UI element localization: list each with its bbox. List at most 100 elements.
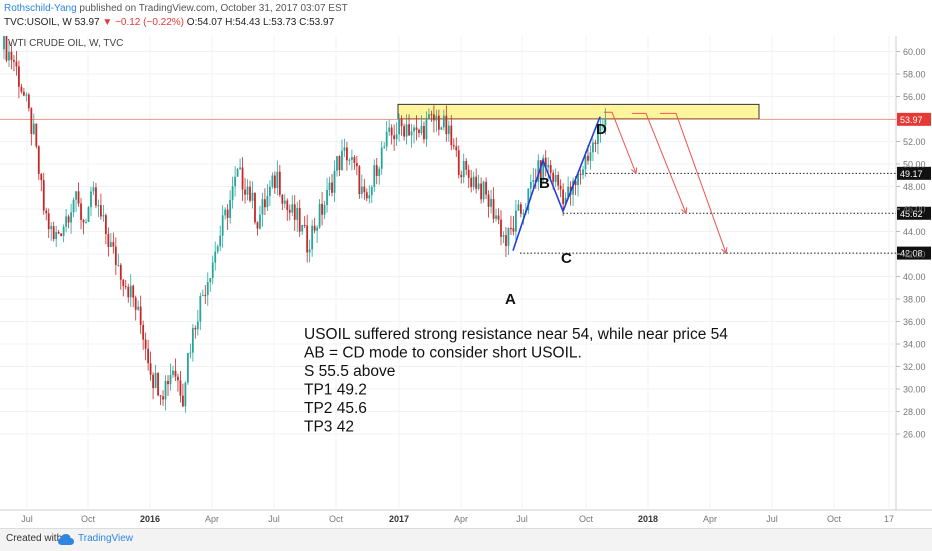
author-link[interactable]: Rothschild-Yang <box>4 3 77 14</box>
price-tick-label: 36.00 <box>903 317 926 327</box>
candle-body <box>169 374 172 385</box>
candle-body <box>500 219 502 237</box>
candle-body <box>452 145 455 147</box>
candle-body <box>341 150 343 170</box>
price-tick-label: 60.00 <box>903 47 926 57</box>
candle-body <box>465 160 468 170</box>
candle-body <box>194 327 197 330</box>
candle-body <box>288 210 291 213</box>
candle-body <box>313 225 316 231</box>
candle-body <box>601 125 604 127</box>
candle-body <box>159 395 162 397</box>
candle-body <box>447 125 450 135</box>
candle-body <box>331 182 333 193</box>
candle-body <box>363 186 366 193</box>
candle-body <box>415 127 418 130</box>
price-tick-label: 56.00 <box>903 92 926 102</box>
candle-body <box>549 165 552 173</box>
candle-body <box>445 115 448 135</box>
candle-body <box>102 215 105 217</box>
projection-arrow[interactable] <box>660 112 727 254</box>
candle-body <box>80 203 82 220</box>
target-level-badge <box>897 246 931 260</box>
candle-body <box>405 124 408 137</box>
price-axis[interactable]: 62.0060.0058.0056.0054.0052.0050.0048.00… <box>896 36 926 440</box>
candle-body <box>425 119 428 140</box>
candle-body <box>552 172 555 182</box>
candle-body <box>186 352 189 383</box>
candle-body <box>231 186 234 200</box>
candle-body <box>229 199 232 218</box>
candle-body <box>87 207 90 223</box>
candle-body <box>527 188 530 211</box>
candle-body <box>557 174 560 186</box>
candle-body <box>3 36 5 50</box>
candle-body <box>174 370 177 377</box>
candle-body <box>273 175 276 189</box>
candle-body <box>221 215 224 236</box>
point-labels: A B C D <box>505 121 607 308</box>
candle-body <box>107 234 110 247</box>
projection-arrow[interactable] <box>604 111 637 174</box>
candle-body <box>67 216 70 223</box>
candle-body <box>460 174 463 178</box>
resistance-zone[interactable] <box>397 103 760 120</box>
projection-arrows[interactable] <box>604 111 728 255</box>
candle-body <box>264 199 266 208</box>
candle-body <box>472 176 475 188</box>
candle-body <box>589 152 592 161</box>
candle-body <box>179 380 182 396</box>
candle-body <box>157 372 159 396</box>
tradingview-link[interactable]: TradingView <box>78 533 134 544</box>
price-tick-label: 30.00 <box>903 385 926 395</box>
candle-body <box>547 165 550 168</box>
candle-body <box>82 219 85 223</box>
candle-body <box>72 199 75 213</box>
candle-body <box>336 156 338 171</box>
candle-body <box>482 181 485 200</box>
projection-arrow-head <box>681 207 688 215</box>
candle-body <box>226 209 229 218</box>
candle-body <box>380 147 383 169</box>
time-tick-label: Jul <box>268 514 280 524</box>
candle-body <box>423 125 425 140</box>
candle-body <box>390 127 393 136</box>
candle-body <box>328 182 331 190</box>
symbol-text: TVC:USOIL, W <box>4 17 72 28</box>
abcd-pattern-line[interactable] <box>512 116 601 251</box>
target-levels[interactable]: 49.17 45.62 42.08 <box>520 166 931 260</box>
candle-body <box>398 118 401 135</box>
price-tick-label: 32.00 <box>903 362 926 372</box>
candle-body <box>199 296 202 322</box>
candle-body <box>256 222 259 229</box>
candle-body <box>370 186 373 196</box>
candle-body <box>291 204 294 213</box>
candle-body <box>191 327 194 353</box>
last-price-badge <box>897 112 931 126</box>
candle-body <box>355 162 358 167</box>
price-tick-label: 58.00 <box>903 70 926 80</box>
candle-body <box>149 363 152 375</box>
candle-body <box>249 186 251 201</box>
candle-body <box>286 200 289 211</box>
annotation-text[interactable]: USOIL suffered strong resistance near 54… <box>304 326 728 436</box>
time-tick-label: Apr <box>703 514 717 524</box>
abcd-pattern[interactable] <box>512 116 601 251</box>
target-level-label: 49.17 <box>900 169 923 179</box>
published-text: published on TradingView.com, October 31… <box>79 3 348 14</box>
annotation-line: S 55.5 above <box>304 363 395 380</box>
time-tick-label: Oct <box>579 514 594 524</box>
annotation-line: TP1 49.2 <box>304 382 367 399</box>
candle-body <box>283 200 286 204</box>
time-axis[interactable]: Jul Oct 2016 Apr Jul Oct 2017 Apr Jul Oct 2018 Apr J… <box>21 514 894 524</box>
candle-body <box>134 297 137 310</box>
candle-body <box>346 147 348 161</box>
projection-arrow[interactable] <box>632 112 687 214</box>
candle-body <box>604 119 607 126</box>
candle-body <box>365 192 368 199</box>
candle-body <box>204 295 207 297</box>
candle-body <box>403 126 405 137</box>
candle-body <box>326 189 328 206</box>
candle-body <box>420 125 423 133</box>
